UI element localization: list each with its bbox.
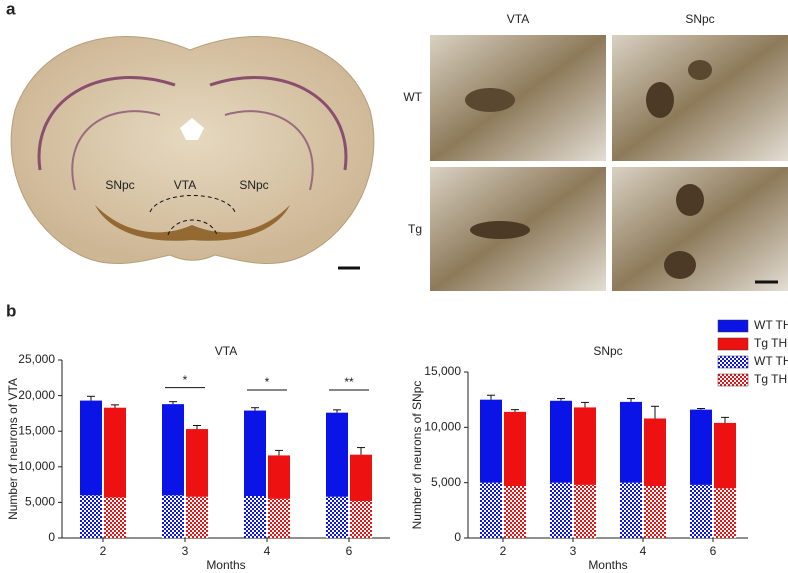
- legend-label: Tg TH⁺: [754, 336, 788, 350]
- chart-title: SNpc: [593, 344, 622, 358]
- bar-segment: [268, 498, 290, 538]
- row-label: WT: [403, 90, 422, 104]
- column-label: VTA: [507, 12, 529, 26]
- bar-segment: [644, 418, 666, 486]
- legend-label: Tg TH⁻: [754, 372, 788, 386]
- bar-segment: [326, 412, 348, 497]
- bar-segment: [244, 495, 266, 538]
- bar-segment: [350, 500, 372, 538]
- significance-label: *: [183, 373, 188, 387]
- legend-swatch: [717, 337, 749, 351]
- chart-title: VTA: [215, 344, 237, 358]
- significance-label: **: [344, 375, 354, 389]
- bar-segment: [162, 495, 184, 538]
- brain-section: [10, 36, 375, 270]
- y-tick-label: 5,000: [431, 475, 461, 489]
- bar-segment: [104, 497, 126, 538]
- y-tick-label: 0: [454, 530, 461, 544]
- brain-label: VTA: [174, 178, 196, 192]
- x-tick-label: 4: [264, 544, 271, 558]
- significance-label: *: [265, 375, 270, 389]
- x-axis-label: Months: [206, 558, 245, 572]
- y-tick-label: 25,000: [18, 352, 55, 366]
- y-axis-label: Number of neurons of VTA: [6, 378, 20, 520]
- y-tick-label: 20,000: [18, 388, 55, 402]
- bar-segment: [504, 411, 526, 486]
- bar-segment: [480, 399, 502, 483]
- panel-label: b: [6, 301, 16, 320]
- y-tick-label: 5,000: [25, 495, 55, 509]
- brain-label: SNpc: [105, 178, 134, 192]
- x-tick-label: 3: [182, 544, 189, 558]
- legend-swatch: [717, 373, 749, 387]
- bar-segment: [244, 410, 266, 496]
- bar-segment: [162, 404, 184, 496]
- bar-segment: [690, 484, 712, 538]
- legend-label: WT TH⁻: [754, 354, 788, 368]
- bar-segment: [480, 482, 502, 538]
- bar-segment: [80, 400, 102, 496]
- bar-segment: [550, 400, 572, 483]
- y-axis-label: Number of neurons of SNpc: [410, 381, 424, 530]
- brain-label: SNpc: [239, 178, 268, 192]
- legend-swatch: [717, 319, 749, 333]
- bar-segment: [644, 485, 666, 538]
- bar-segment: [326, 496, 348, 538]
- bar-segment: [268, 455, 290, 499]
- bar-segment: [104, 407, 126, 498]
- column-label: SNpc: [685, 12, 714, 26]
- bar-segment: [80, 495, 102, 538]
- bar-segment: [550, 482, 572, 538]
- bar-segment: [574, 484, 596, 538]
- micrographs: [430, 35, 788, 291]
- y-tick-label: 10,000: [18, 459, 55, 473]
- bar-segment: [504, 485, 526, 538]
- x-tick-label: 3: [570, 544, 577, 558]
- x-tick-label: 2: [100, 544, 107, 558]
- y-tick-label: 15,000: [18, 423, 55, 437]
- x-tick-label: 4: [640, 544, 647, 558]
- bar-segment: [620, 401, 642, 483]
- legend-swatch: [717, 355, 749, 369]
- bar-segment: [714, 488, 736, 538]
- panel-label: a: [6, 0, 16, 18]
- bar-segment: [186, 496, 208, 538]
- x-tick-label: 6: [710, 544, 717, 558]
- x-axis-label: Months: [588, 558, 627, 572]
- y-tick-label: 15,000: [424, 364, 461, 378]
- bar-segment: [690, 409, 712, 485]
- legend-label: WT TH⁺: [754, 318, 788, 332]
- bar-segment: [620, 482, 642, 538]
- bar-segment: [186, 429, 208, 497]
- bar-segment: [350, 454, 372, 501]
- bar-segment: [714, 422, 736, 489]
- row-label: Tg: [408, 222, 422, 236]
- y-tick-label: 10,000: [424, 420, 461, 434]
- y-tick-label: 0: [48, 530, 55, 544]
- x-tick-label: 6: [346, 544, 353, 558]
- x-tick-label: 2: [500, 544, 507, 558]
- bar-segment: [574, 407, 596, 485]
